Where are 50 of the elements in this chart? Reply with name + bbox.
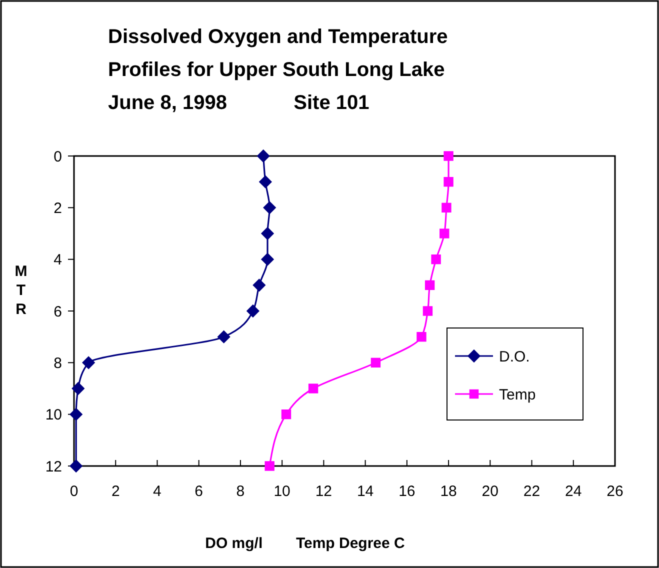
point xyxy=(260,226,274,240)
point xyxy=(264,461,274,471)
point xyxy=(370,358,381,368)
point xyxy=(440,228,450,238)
point xyxy=(246,304,260,318)
y-axis-title: MTR xyxy=(14,263,28,318)
point xyxy=(252,278,266,292)
point xyxy=(72,382,85,396)
point xyxy=(82,356,96,370)
x-tick-label: 24 xyxy=(565,483,582,500)
x-tick-label: 22 xyxy=(523,483,540,500)
y-tick-label: 6 xyxy=(54,303,62,320)
point xyxy=(424,280,435,290)
point xyxy=(258,175,272,188)
point xyxy=(431,254,441,264)
point xyxy=(217,330,230,344)
chart-title: Dissolved Oxygen and Temperature Profiles for Upper South Long Lake June 8, 1998 Site 101 xyxy=(108,26,448,114)
y-tick-label: 10 xyxy=(45,406,62,424)
x-tick-label: 8 xyxy=(236,483,245,500)
x-tick-label: 16 xyxy=(398,483,416,500)
x-tick-label: 4 xyxy=(153,483,162,500)
x-tick-label: 18 xyxy=(440,483,457,500)
point xyxy=(70,408,83,421)
x-tick-label: 20 xyxy=(482,483,498,500)
point xyxy=(308,384,318,394)
point xyxy=(260,252,274,266)
point xyxy=(444,151,454,161)
x-tick-label: 12 xyxy=(315,483,332,500)
legend-label: D.O. xyxy=(499,348,530,366)
x-tick-label: 6 xyxy=(194,483,204,500)
point xyxy=(263,201,276,214)
x-tick-label: 10 xyxy=(274,483,290,500)
point xyxy=(444,176,454,187)
point xyxy=(70,459,83,473)
x-tick-label: 26 xyxy=(606,483,624,500)
x-tick-label: 2 xyxy=(111,483,120,500)
y-tick-label: 0 xyxy=(54,148,62,166)
x-tick-label: 0 xyxy=(70,483,78,500)
point xyxy=(256,149,270,163)
legend-label: Temp xyxy=(499,386,536,404)
y-tick-label: 2 xyxy=(54,200,62,217)
point xyxy=(416,332,426,342)
point xyxy=(442,202,452,213)
y-tick-label: 8 xyxy=(54,354,62,372)
x-axis-title: DO mg/l Temp Degree C xyxy=(205,535,406,552)
point xyxy=(422,306,433,316)
point xyxy=(281,409,292,420)
x-tick-label: 14 xyxy=(356,483,374,500)
y-tick-label: 4 xyxy=(54,252,62,269)
y-tick-label: 12 xyxy=(45,458,62,476)
